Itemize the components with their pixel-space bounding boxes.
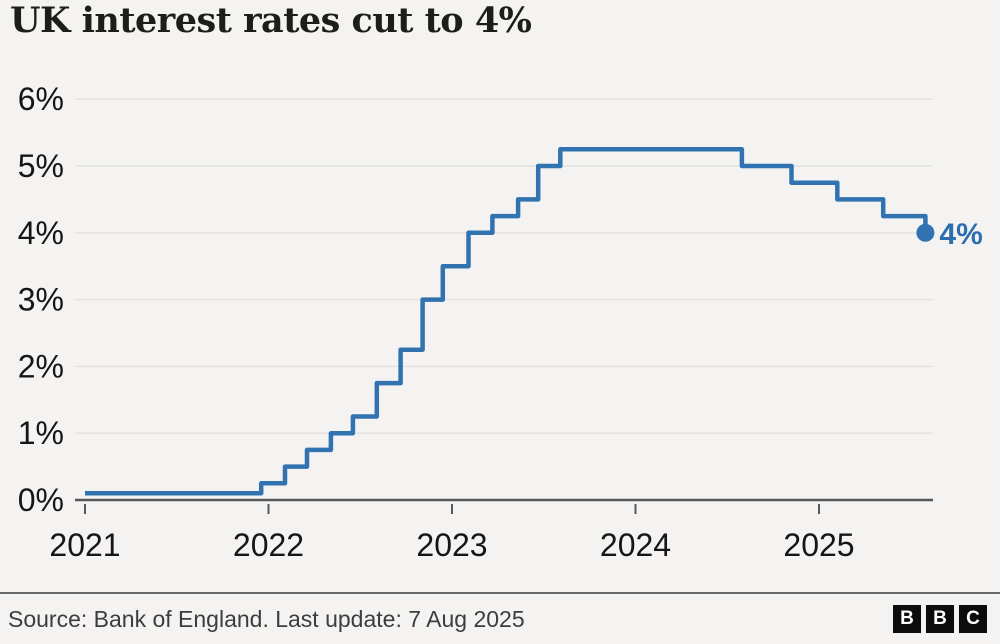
current-rate-dot — [916, 223, 935, 242]
y-tick-label: 5% — [18, 148, 64, 184]
x-tick-label: 2021 — [49, 527, 120, 563]
x-tick-label: 2022 — [233, 527, 304, 563]
y-tick-label: 4% — [18, 215, 64, 251]
source-text: Source: Bank of England. Last update: 7 … — [8, 605, 525, 632]
bbc-logo-block: B — [926, 605, 954, 633]
bbc-logo-block: C — [959, 605, 987, 633]
y-tick-label: 3% — [18, 282, 64, 318]
interest-rate-step-chart: 2021 2022 2023 2024 2025 0% 1% 2% 3% 4% 5% 6% 4% — [18, 81, 983, 563]
chart-footer: Source: Bank of England. Last update: 7 … — [0, 592, 1000, 644]
y-tick-label: 1% — [18, 415, 64, 451]
x-tick-label: 2024 — [600, 527, 671, 563]
bbc-logo: B B C — [893, 605, 987, 633]
y-tick-label: 2% — [18, 348, 64, 384]
rate-step-line — [85, 147, 928, 496]
bbc-logo-block: B — [893, 605, 921, 633]
x-tick-label: 2025 — [783, 527, 854, 563]
y-tick-label: 0% — [18, 482, 64, 518]
current-rate-label: 4% — [939, 218, 982, 251]
chart-title: UK interest rates cut to 4% — [10, 0, 532, 41]
x-tick-label: 2023 — [416, 527, 487, 563]
y-tick-label: 6% — [18, 81, 64, 117]
